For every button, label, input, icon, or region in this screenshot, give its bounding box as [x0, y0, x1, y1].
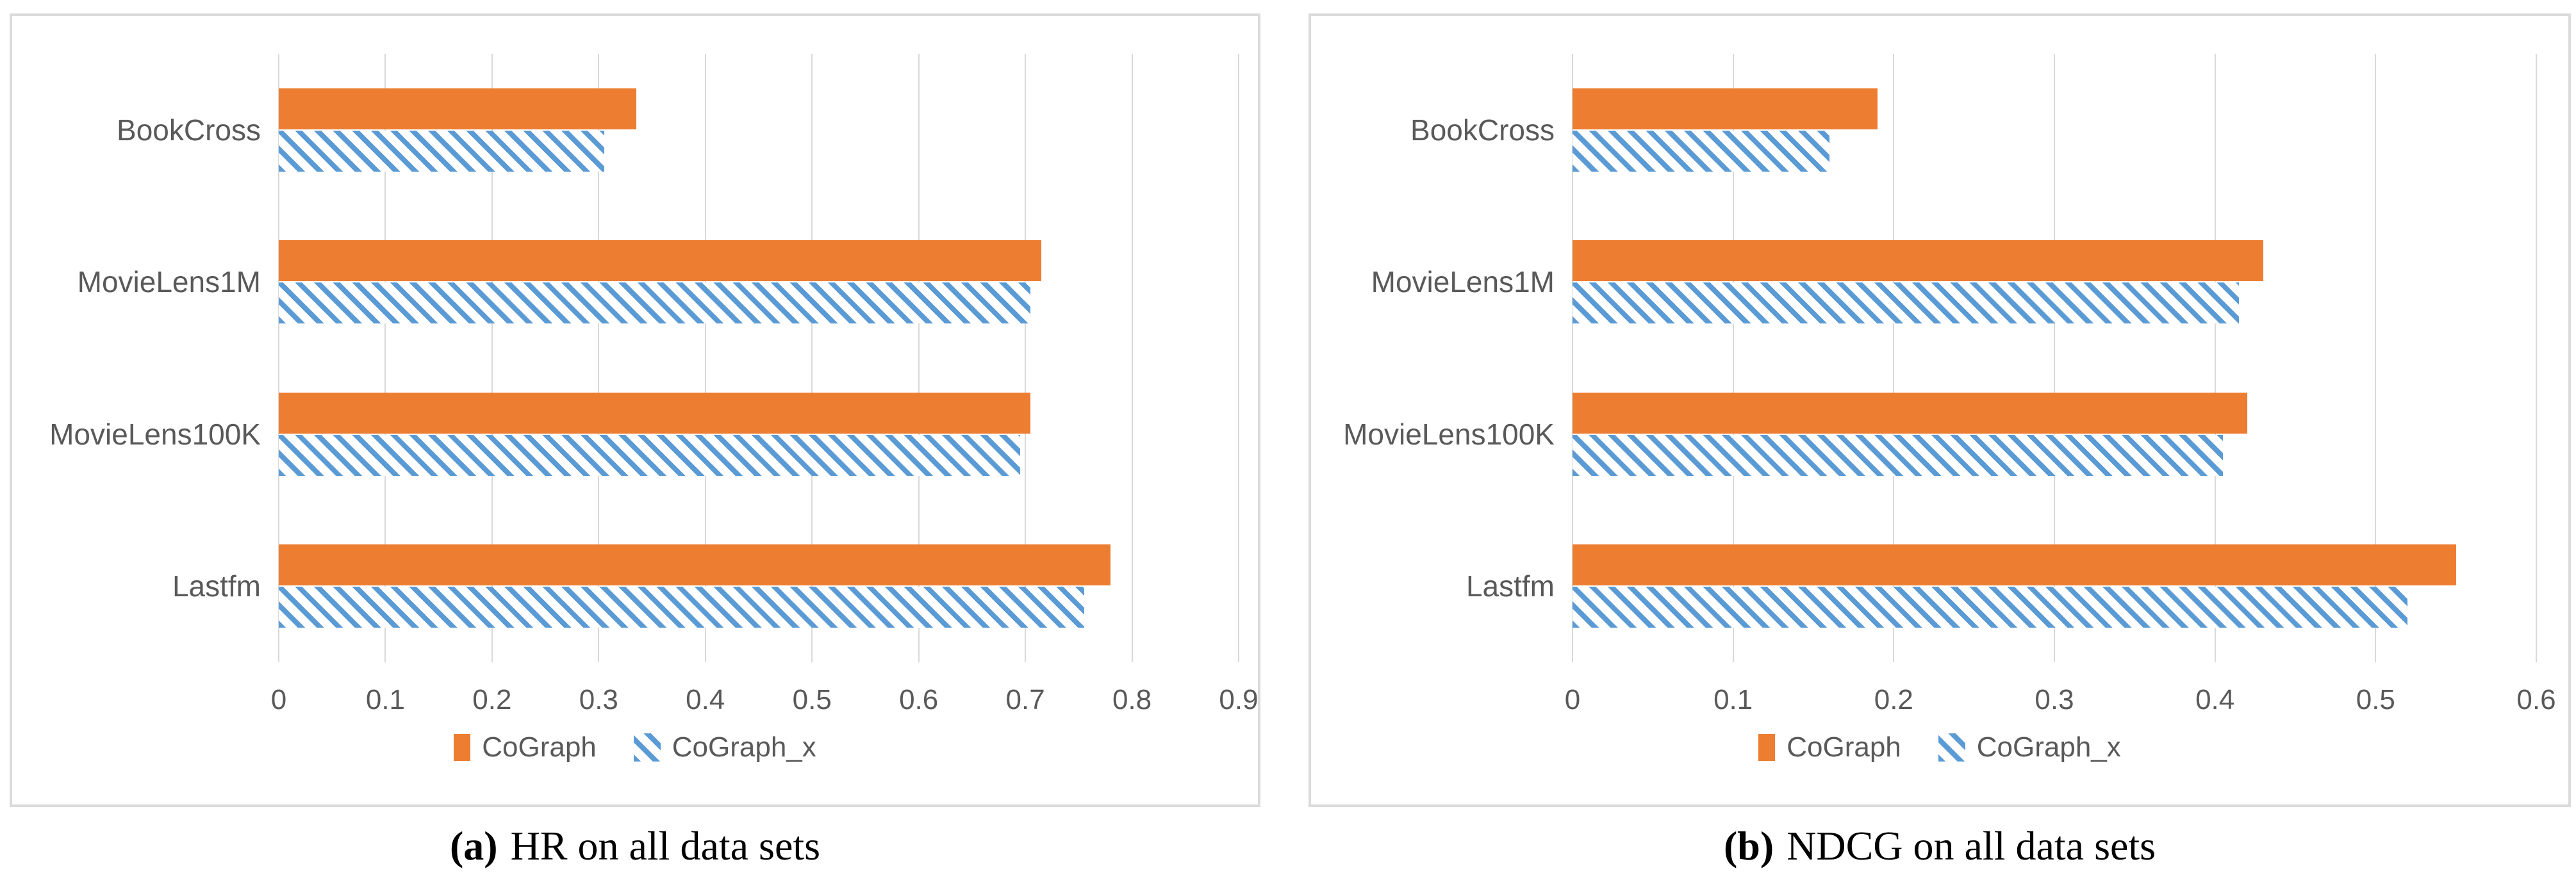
- bar-cograph-movielens100k: [279, 392, 1030, 434]
- legend: CoGraph CoGraph_x: [12, 732, 1258, 763]
- gridline: [2054, 54, 2055, 662]
- gridline: [2536, 54, 2537, 662]
- caption-a-tag: (a): [449, 823, 498, 869]
- caption-a: (a) HR on all data sets: [10, 817, 1260, 881]
- y-category-label: MovieLens100K: [49, 417, 261, 451]
- bar-cograph-movielens1m: [1573, 240, 2263, 282]
- bar-cograph-bookcross: [279, 88, 636, 129]
- legend-label-cograph: CoGraph: [482, 731, 597, 763]
- bar-cograph-bookcross: [1573, 88, 1878, 129]
- legend-label-cograph-x: CoGraph_x: [672, 731, 816, 763]
- x-tick-label: 0.2: [1874, 684, 1913, 715]
- gridline: [2375, 54, 2377, 662]
- bar-cograph-lastfm: [279, 544, 1110, 586]
- gridline: [1131, 54, 1133, 662]
- gridline: [1732, 54, 1734, 662]
- caption-b-tag: (b): [1723, 823, 1774, 869]
- chart-panel-ndcg: 0 0.1 0.2 0.3 0.4 0.5 0.6 BookCross MovieLens1M M…: [1309, 13, 2571, 807]
- legend-marker-cograph-x-icon: [633, 733, 661, 762]
- y-category-label: Lastfm: [172, 569, 261, 603]
- legend-marker-cograph-icon: [1758, 734, 1776, 761]
- gridline: [704, 54, 706, 662]
- gridline: [1572, 54, 1573, 662]
- caption-a-text: HR on all data sets: [510, 823, 821, 869]
- legend-marker-cograph-icon: [454, 734, 471, 761]
- x-tick-label: 0.3: [579, 684, 618, 715]
- y-category-label: BookCross: [1410, 113, 1555, 147]
- legend-marker-cograph-x-icon: [1938, 733, 1965, 762]
- x-tick-label: 0.1: [365, 684, 406, 715]
- bar-cograph-x-lastfm: [279, 587, 1084, 628]
- bar-cograph-x-movielens100k: [279, 434, 1020, 476]
- x-tick-label: 0.1: [1713, 684, 1753, 715]
- chart-panel-hr: 0 0.1 0.2 0.3 0.4 0.5 0.6 0.7 0.8 0.9 BookCross Mov…: [10, 13, 1260, 807]
- x-tick-label: 0.8: [1112, 684, 1152, 715]
- x-tick-label: 0.3: [2035, 684, 2074, 715]
- bar-cograph-x-movielens1m: [1573, 282, 2239, 324]
- y-category-label: MovieLens1M: [77, 265, 261, 299]
- gridline: [598, 54, 600, 662]
- caption-b: (b) NDCG on all data sets: [1309, 817, 2571, 881]
- gridline: [811, 54, 813, 662]
- bar-cograph-movielens1m: [279, 240, 1041, 282]
- y-category-label: MovieLens100K: [1343, 417, 1555, 451]
- caption-b-text: NDCG on all data sets: [1787, 823, 2156, 869]
- gridline: [491, 54, 493, 662]
- x-tick-label: 0.6: [2516, 684, 2556, 715]
- bar-cograph-x-movielens100k: [1573, 434, 2223, 476]
- x-tick-label: 0.6: [899, 684, 939, 715]
- bar-cograph-x-bookcross: [1573, 130, 1829, 172]
- bar-cograph-movielens100k: [1573, 392, 2247, 434]
- x-tick-label: 0.4: [2195, 684, 2235, 715]
- x-tick-label: 0.5: [2356, 684, 2395, 715]
- x-tick-label: 0: [1564, 684, 1581, 715]
- legend: CoGraph CoGraph_x: [1311, 732, 2568, 763]
- bar-cograph-x-lastfm: [1573, 587, 2407, 628]
- x-tick-label: 0: [270, 684, 287, 715]
- legend-label-cograph-x: CoGraph_x: [1976, 731, 2121, 763]
- gridline: [1893, 54, 1895, 662]
- gridline: [1238, 54, 1239, 662]
- legend-label-cograph: CoGraph: [1787, 731, 1901, 763]
- x-tick-label: 0.5: [792, 684, 832, 715]
- y-category-label: MovieLens1M: [1371, 265, 1555, 299]
- gridline: [1025, 54, 1027, 662]
- gridline: [2214, 54, 2216, 662]
- gridline: [918, 54, 920, 662]
- x-tick-label: 0.7: [1005, 684, 1045, 715]
- bar-cograph-lastfm: [1573, 544, 2456, 586]
- gridline: [384, 54, 386, 662]
- bar-cograph-x-bookcross: [279, 130, 604, 172]
- x-tick-label: 0.2: [472, 684, 512, 715]
- y-category-label: BookCross: [117, 113, 261, 147]
- y-category-label: Lastfm: [1466, 569, 1555, 603]
- bar-cograph-x-movielens1m: [279, 282, 1030, 324]
- x-tick-label: 0.9: [1219, 684, 1259, 715]
- gridline: [278, 54, 279, 662]
- x-tick-label: 0.4: [686, 684, 725, 715]
